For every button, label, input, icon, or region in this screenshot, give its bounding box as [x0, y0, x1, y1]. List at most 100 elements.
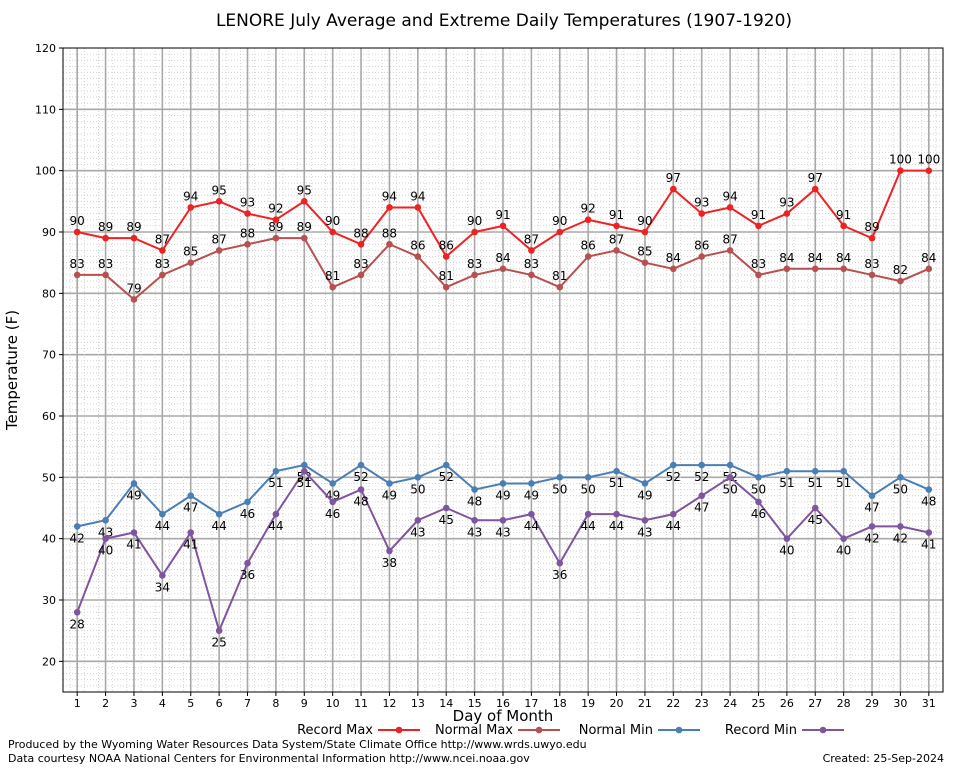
- data-label-normal-min: 51: [836, 476, 851, 490]
- y-tick-label: 70: [42, 349, 56, 362]
- data-label-record-max: 90: [467, 214, 482, 228]
- data-label-record-max: 100: [889, 153, 912, 167]
- data-label-normal-max: 88: [382, 226, 397, 240]
- data-point-record-min: [698, 492, 706, 500]
- footer-created: Created: 25-Sep-2024: [823, 752, 944, 765]
- data-point-normal-min: [613, 467, 620, 475]
- data-point-normal-max: [499, 265, 507, 273]
- data-point-record-max: [102, 234, 109, 242]
- data-label-record-min: 46: [751, 507, 766, 521]
- x-tick-label: 4: [159, 697, 166, 710]
- data-label-normal-max: 83: [751, 257, 766, 271]
- data-point-record-min: [300, 467, 308, 475]
- x-tick-label: 3: [130, 697, 137, 710]
- data-point-normal-max: [556, 283, 564, 291]
- data-point-record-max: [868, 234, 876, 242]
- chart-title: LENORE July Average and Extreme Daily Te…: [216, 11, 792, 31]
- x-tick-label: 20: [610, 697, 624, 710]
- data-label-record-max: 97: [666, 171, 681, 185]
- data-point-record-min: [215, 627, 223, 634]
- data-point-normal-max: [670, 265, 677, 273]
- data-label-normal-max: 84: [921, 251, 936, 265]
- data-label-normal-min: 43: [98, 525, 113, 539]
- data-point-record-max: [726, 204, 734, 211]
- x-tick-label: 10: [326, 697, 340, 710]
- data-label-record-max: 90: [325, 214, 340, 228]
- data-point-normal-max: [414, 253, 422, 260]
- data-label-record-min: 50: [722, 482, 737, 496]
- data-point-normal-max: [925, 265, 933, 273]
- data-point-normal-min: [499, 480, 507, 487]
- data-label-record-min: 40: [836, 544, 851, 558]
- data-point-record-min: [783, 535, 791, 542]
- data-label-normal-max: 84: [666, 251, 681, 265]
- data-point-record-min: [528, 510, 535, 518]
- data-point-normal-min: [130, 480, 138, 487]
- data-point-record-max: [584, 216, 592, 224]
- data-point-normal-max: [159, 271, 166, 279]
- data-label-normal-min: 52: [439, 470, 454, 484]
- data-point-record-min: [613, 510, 620, 518]
- data-point-record-max: [386, 204, 393, 211]
- data-label-normal-min: 50: [581, 482, 596, 496]
- data-point-record-min: [755, 498, 762, 506]
- data-label-record-min: 43: [637, 525, 652, 539]
- data-point-record-max: [414, 204, 422, 211]
- x-tick-label: 29: [865, 697, 879, 710]
- data-point-record-min: [329, 498, 336, 506]
- data-point-normal-min: [641, 480, 649, 487]
- data-label-normal-max: 84: [808, 251, 823, 265]
- data-label-record-max: 93: [240, 196, 255, 210]
- data-point-normal-max: [528, 271, 535, 279]
- data-point-normal-max: [726, 247, 734, 254]
- data-point-normal-max: [329, 283, 336, 291]
- x-tick-label: 14: [439, 697, 453, 710]
- data-label-normal-min: 44: [211, 519, 226, 533]
- data-label-record-max: 94: [183, 189, 198, 203]
- data-point-record-max: [613, 222, 620, 230]
- data-label-normal-min: 48: [467, 495, 482, 509]
- legend-marker-record-min: [819, 726, 827, 734]
- data-label-record-min: 43: [495, 525, 510, 539]
- data-label-record-max: 88: [353, 226, 368, 240]
- data-label-normal-min: 50: [552, 482, 567, 496]
- data-label-normal-min: 50: [410, 482, 425, 496]
- data-label-record-max: 87: [155, 232, 170, 246]
- data-point-record-max: [130, 234, 138, 242]
- data-point-normal-min: [244, 498, 251, 506]
- data-label-record-min: 45: [808, 513, 823, 527]
- data-point-normal-min: [386, 480, 393, 487]
- data-point-normal-max: [641, 259, 649, 266]
- x-tick-label: 28: [837, 697, 851, 710]
- data-point-normal-min: [357, 461, 365, 469]
- data-point-record-min: [811, 504, 819, 512]
- data-point-record-min: [584, 510, 592, 518]
- data-label-normal-max: 79: [126, 281, 141, 295]
- data-label-record-max: 95: [297, 183, 312, 197]
- data-point-normal-min: [811, 467, 819, 475]
- data-label-record-min: 41: [126, 538, 141, 552]
- data-point-normal-min: [187, 492, 195, 500]
- data-label-normal-max: 83: [467, 257, 482, 271]
- x-tick-label: 15: [468, 697, 482, 710]
- data-point-record-min: [159, 572, 166, 579]
- y-tick-label: 120: [35, 42, 56, 55]
- data-label-record-min: 43: [467, 525, 482, 539]
- data-point-record-max: [357, 240, 365, 248]
- data-point-record-max: [641, 228, 649, 236]
- data-label-record-min: 44: [524, 519, 539, 533]
- data-point-normal-min: [300, 461, 308, 469]
- data-point-normal-min: [215, 510, 223, 518]
- data-label-record-min: 25: [211, 636, 226, 650]
- data-point-record-min: [726, 474, 734, 481]
- x-tick-label: 25: [751, 697, 765, 710]
- x-tick-label: 5: [187, 697, 194, 710]
- x-tick-label: 8: [272, 697, 279, 710]
- data-label-normal-max: 84: [495, 251, 510, 265]
- data-point-normal-max: [698, 253, 706, 260]
- legend-marker-record-max: [395, 726, 403, 734]
- data-point-record-min: [102, 535, 109, 542]
- data-label-normal-max: 85: [637, 245, 652, 259]
- data-point-normal-min: [414, 474, 422, 481]
- data-point-normal-max: [300, 234, 308, 242]
